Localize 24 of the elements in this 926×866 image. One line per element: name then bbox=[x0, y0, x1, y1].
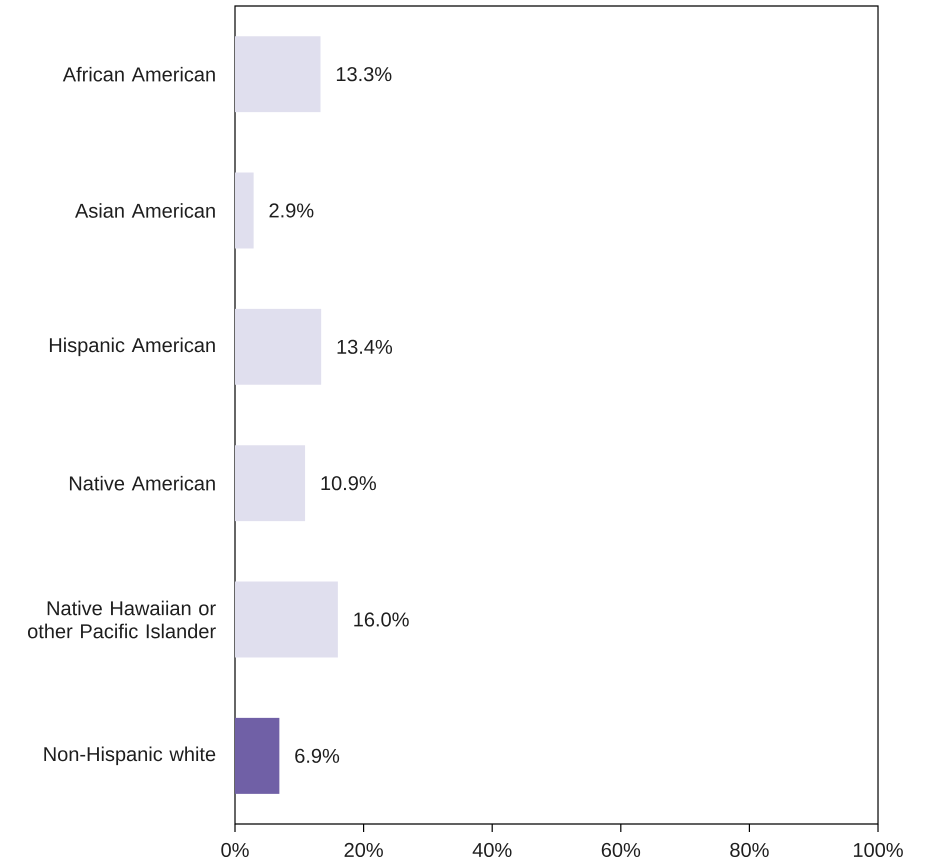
x-tick-label: 100% bbox=[854, 842, 903, 858]
bar bbox=[235, 582, 338, 658]
data-label: 6.9% bbox=[295, 748, 340, 763]
x-tick-label: 0% bbox=[221, 842, 249, 858]
data-label: 2.9% bbox=[270, 203, 314, 218]
data-label: 16.0% bbox=[354, 612, 409, 627]
y-tick-label: Hispanic American bbox=[50, 338, 215, 356]
x-tick-label: 40% bbox=[472, 842, 512, 858]
y-tick-label: African American bbox=[62, 66, 215, 82]
data-label: 13.3% bbox=[336, 67, 392, 82]
data-label: 10.9% bbox=[321, 476, 376, 490]
y-tick-label: Native Hawaiian or other Pacific Islander bbox=[28, 600, 216, 638]
data-label: 13.4% bbox=[338, 340, 392, 354]
y-tick-label: Asian American bbox=[75, 203, 215, 218]
bar bbox=[235, 718, 280, 794]
bar bbox=[235, 172, 254, 248]
x-tick-label: 60% bbox=[602, 842, 640, 858]
bar bbox=[235, 36, 321, 112]
bar bbox=[235, 308, 322, 385]
bar bbox=[235, 445, 306, 522]
y-tick-label: Non-Hispanic white bbox=[44, 746, 216, 766]
x-tick-label: 20% bbox=[344, 842, 383, 858]
y-tick-label: Native American bbox=[70, 476, 215, 491]
x-tick-label: 80% bbox=[730, 842, 769, 858]
